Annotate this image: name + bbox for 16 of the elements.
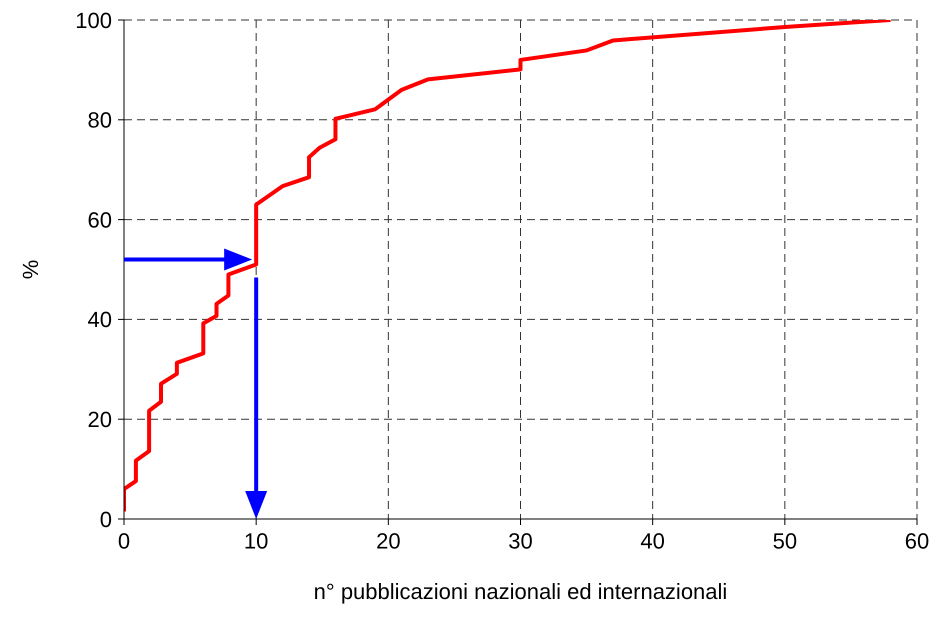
- x-tick-label: 40: [640, 528, 665, 554]
- x-tick-label: 20: [376, 528, 401, 554]
- y-axis-title: %: [18, 260, 43, 280]
- x-tick-label: 50: [772, 528, 798, 554]
- line-series: [124, 20, 893, 514]
- y-tick-label: 40: [88, 307, 112, 332]
- y-tick-label: 60: [88, 207, 112, 232]
- x-tick-label: 0: [118, 528, 130, 554]
- y-tick-label: 100: [75, 8, 112, 33]
- y-tick-label: 80: [88, 108, 112, 133]
- y-tick-label: 20: [88, 407, 112, 432]
- y-tick-label: 0: [100, 506, 112, 532]
- x-tick-label: 10: [244, 528, 268, 554]
- x-tick-label: 60: [904, 528, 930, 554]
- x-axis-title: n° pubblicazioni nazionali ed internazionali: [314, 579, 728, 604]
- x-tick-label: 30: [508, 528, 533, 554]
